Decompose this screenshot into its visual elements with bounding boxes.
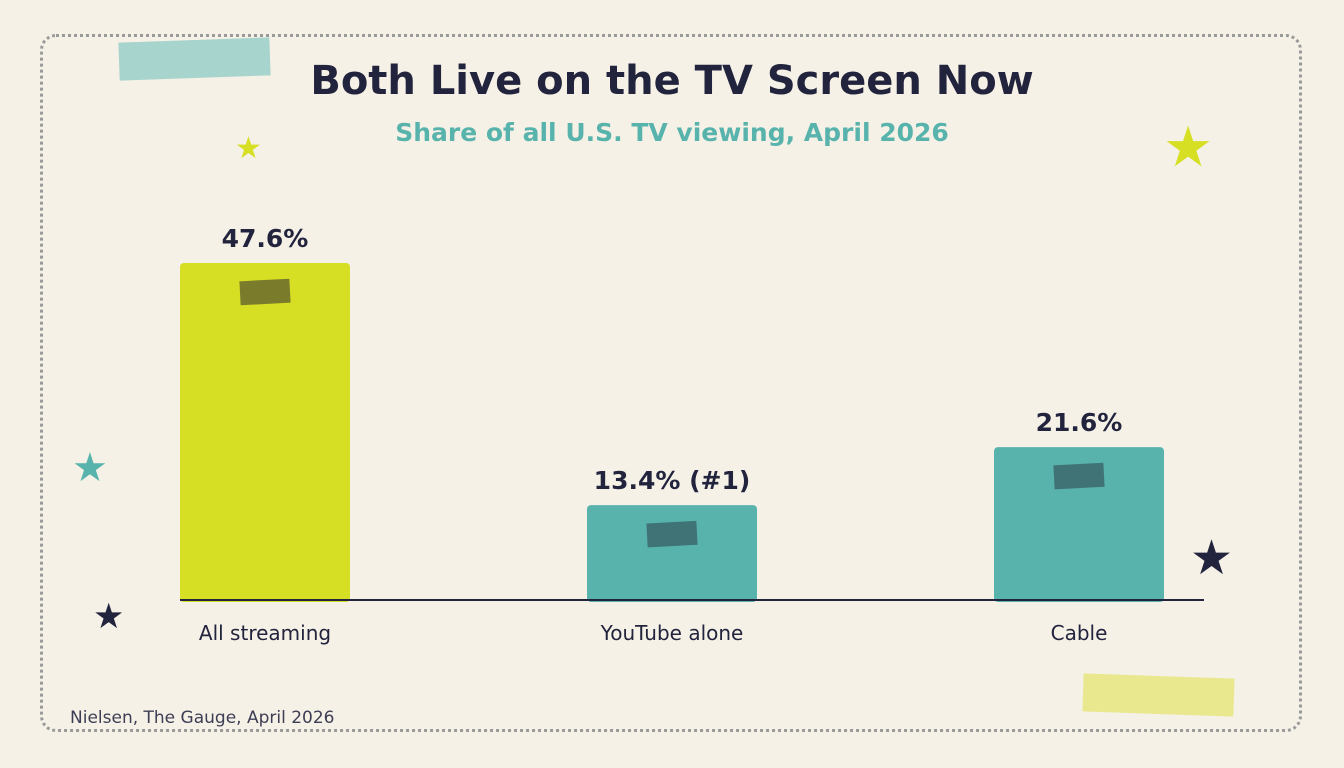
data-label: 13.4% (#1): [594, 466, 751, 495]
star-icon: ★: [72, 445, 108, 491]
data-label: 47.6%: [222, 224, 309, 253]
data-label: 21.6%: [1036, 408, 1123, 437]
category-label: All streaming: [199, 621, 331, 645]
bar: [180, 263, 350, 602]
chart-subtitle: Share of all U.S. TV viewing, April 2026: [395, 118, 949, 147]
category-label: YouTube alone: [600, 621, 744, 645]
bar-tape: [1053, 462, 1105, 490]
star-icon: ★: [93, 597, 125, 637]
bar: [994, 447, 1164, 602]
dotted-frame: [40, 34, 1302, 732]
bar-tape: [646, 520, 698, 548]
star-icon: ★: [235, 131, 262, 166]
star-icon: ★: [1163, 115, 1214, 180]
bar-tape: [239, 278, 291, 306]
star-icon: ★: [1190, 530, 1234, 586]
source-note: Nielsen, The Gauge, April 2026: [70, 708, 335, 728]
bar: [587, 505, 757, 602]
chart-title: Both Live on the TV Screen Now: [310, 58, 1034, 104]
category-label: Cable: [1051, 621, 1108, 645]
